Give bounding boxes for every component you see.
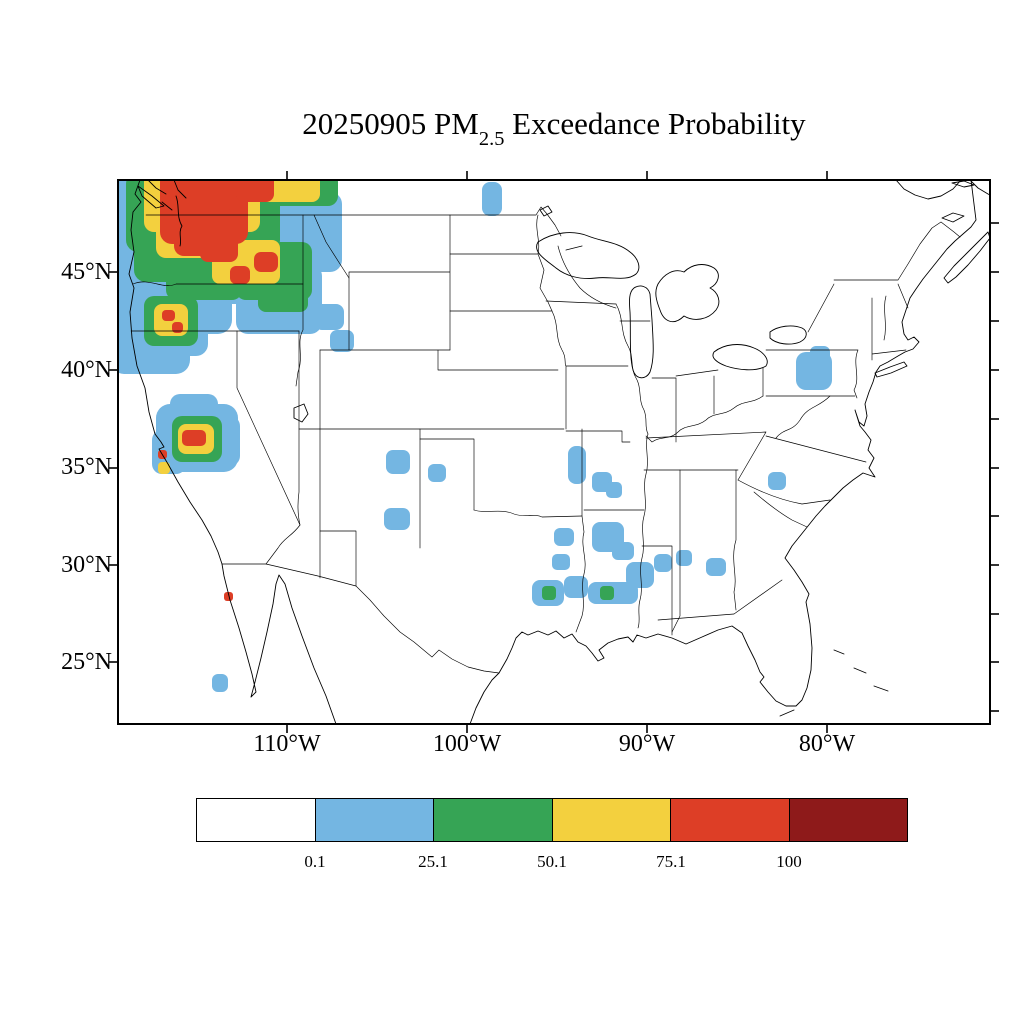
colorbar-label-50.1: 50.1 bbox=[537, 852, 567, 871]
x-axis-label-80w: 80°W bbox=[798, 731, 856, 757]
title-suffix: Exceedance Probability bbox=[504, 106, 806, 141]
colorbar bbox=[196, 798, 908, 842]
map-frame bbox=[117, 179, 991, 725]
colorbar-segment-darkred bbox=[788, 798, 908, 842]
colorbar-label-75.1: 75.1 bbox=[656, 852, 686, 871]
title-subscript: 2.5 bbox=[478, 127, 505, 150]
colorbar-segment-red bbox=[670, 798, 790, 842]
axis-ticks-right bbox=[990, 222, 999, 712]
y-axis-label-30n: 30°N bbox=[61, 552, 112, 578]
axis-ticks-top bbox=[286, 171, 828, 180]
axis-ticks-left bbox=[109, 271, 118, 663]
colorbar-label-0.1: 0.1 bbox=[304, 852, 326, 871]
figure-title: 20250905 PM2.5 Exceedance Probability bbox=[118, 106, 990, 150]
x-axis-label-90w: 90°W bbox=[618, 731, 676, 757]
y-axis-label-45n: 45°N bbox=[61, 259, 112, 285]
colorbar-segment-yellow bbox=[551, 798, 671, 842]
y-axis-label-25n: 25°N bbox=[61, 649, 112, 675]
y-axis-label-40n: 40°N bbox=[61, 357, 112, 383]
probability-layer-red bbox=[158, 180, 278, 601]
title-prefix: 20250905 PM bbox=[302, 106, 479, 141]
y-axis-label-35n: 35°N bbox=[61, 454, 112, 480]
axis-ticks-bottom bbox=[286, 724, 828, 733]
colorbar-segment-green bbox=[433, 798, 553, 842]
colorbar-segment-blue bbox=[314, 798, 434, 842]
map-canvas bbox=[109, 171, 999, 733]
colorbar-label-100: 100 bbox=[776, 852, 802, 871]
state-boundary-lines bbox=[130, 206, 961, 674]
great-lakes bbox=[293, 205, 807, 423]
x-axis-label-100w: 100°W bbox=[432, 731, 502, 757]
colorbar-segment-white bbox=[196, 798, 316, 842]
x-axis-label-110w: 110°W bbox=[253, 731, 321, 757]
coastline-paths bbox=[128, 180, 990, 724]
colorbar-label-25.1: 25.1 bbox=[418, 852, 448, 871]
